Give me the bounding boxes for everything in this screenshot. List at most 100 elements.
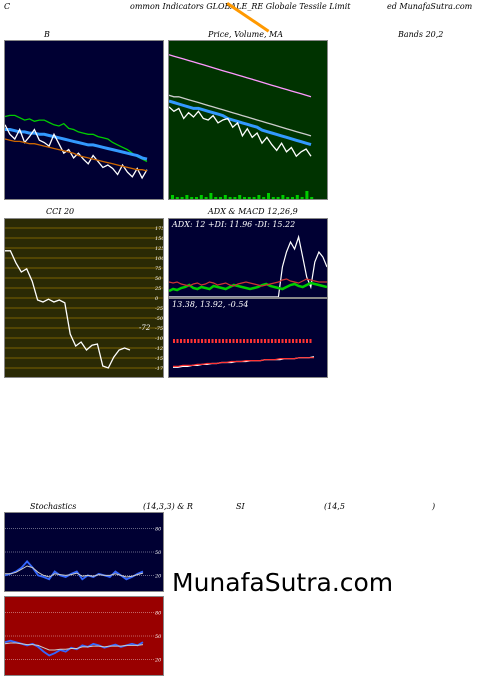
bollinger-chart — [5, 114, 148, 180]
macd-hist-bar — [232, 339, 235, 343]
volume-bar — [257, 195, 261, 199]
cci-tick-label: -50 — [155, 316, 163, 322]
bollinger-series-3 — [5, 138, 148, 172]
volume-bar — [199, 195, 203, 199]
price-series-1 — [169, 94, 312, 137]
volume-bar — [291, 197, 294, 199]
volume-bar — [175, 197, 179, 199]
cci-tick-label: -75 — [155, 326, 163, 332]
cci-tick-label: 50 — [155, 276, 162, 282]
macd-hist-bar — [190, 339, 193, 343]
volume-bar — [300, 197, 304, 199]
cci-tick-label: 75 — [155, 266, 161, 272]
volume-bar — [209, 193, 213, 199]
cci-tick-label: 150 — [155, 236, 163, 242]
volume-bar — [185, 195, 189, 199]
macd-hist-bar — [267, 339, 270, 343]
macd-hist-bar — [295, 339, 298, 343]
volume-bar — [310, 197, 314, 199]
stoch-title: Stochastics — [30, 502, 77, 511]
cci-tick-label: -125 — [155, 346, 163, 352]
rsi-title: SI — [236, 502, 245, 511]
cci-line — [5, 250, 131, 369]
stoch-panel: 80 50 20 — [4, 512, 164, 592]
stoch-tick-label: 50 — [155, 550, 162, 556]
macd-hist-bar — [264, 339, 266, 343]
macd-hist-bar — [250, 339, 252, 343]
volume-bar — [305, 191, 309, 199]
price-series-0 — [169, 54, 312, 98]
macd-hist-bar — [299, 339, 301, 343]
volume-bar — [247, 197, 251, 199]
adx-values: ADX: 12 +DI: 11.96 -DI: 15.22 — [172, 220, 296, 229]
cci-tick-label: 175 — [155, 226, 163, 232]
volume-bar — [223, 195, 227, 199]
macd-hist-bar — [274, 339, 277, 343]
macd-hist-bar — [208, 339, 210, 343]
macd-hist-bar — [218, 339, 221, 343]
volume-bar — [228, 197, 232, 199]
watermark: MunafaSutra.com — [172, 568, 394, 597]
rsi-close: ) — [432, 502, 436, 511]
stoch-chart: 80 50 20 — [5, 527, 162, 581]
macd-values: 13.38, 13.92, -0.54 — [172, 300, 249, 309]
stoch-tick-label: 80 — [155, 527, 162, 533]
volume-bar — [243, 197, 246, 199]
macd-hist-bar — [173, 339, 175, 343]
volume-bar — [281, 195, 285, 199]
volume-bar — [195, 197, 198, 199]
price-series-3 — [169, 106, 312, 158]
adx-series-2 — [169, 278, 327, 287]
volume-bar — [214, 197, 218, 199]
volume-bar — [252, 197, 256, 199]
cci-panel: 175 150 125 100 75 50 25 0 -25 -50 -75 -100 -125 -150… — [4, 218, 164, 378]
volume-bar — [204, 197, 208, 199]
stoch-series-1 — [5, 565, 144, 578]
price-title: Price, Volume, MA — [208, 30, 284, 39]
macd-hist-bar — [243, 339, 245, 343]
rsi-chart: 80 50 20 — [5, 611, 162, 663]
macd-hist-bar — [187, 339, 189, 343]
macd-hist-bar — [201, 339, 203, 343]
adx-panel: ADX: 12 +DI: 11.96 -DI: 15.22 — [168, 218, 328, 298]
macd-hist-bar — [271, 339, 273, 343]
header-title: ommon Indicators GLOBALE_RE Globale Tess… — [130, 2, 351, 11]
macd-hist-bar — [183, 339, 186, 343]
cci-tick-label: 100 — [155, 256, 163, 262]
price-chart — [169, 54, 314, 199]
adx-title: ADX & MACD 12,26,9 — [208, 207, 298, 216]
volume-bar — [190, 197, 194, 199]
macd-hist-bar — [306, 339, 308, 343]
header-right: ed MunafaSutra.com — [387, 2, 473, 11]
bands-title-left: B — [44, 30, 50, 39]
bollinger-series-1 — [5, 128, 148, 161]
rsi-tick-label: 80 — [155, 611, 162, 617]
macd-hist-bar — [253, 339, 256, 343]
volume-bar — [233, 197, 237, 199]
volume-bar — [262, 197, 266, 199]
cci-tick-label: 0 — [155, 296, 159, 302]
macd-hist-bar — [180, 339, 182, 343]
volume-bar — [171, 195, 174, 199]
volume-bar — [267, 193, 270, 199]
cci-tick-label: 25 — [154, 286, 161, 292]
macd-chart — [173, 339, 315, 368]
macd-hist-bar — [302, 339, 305, 343]
stoch-params: (14,3,3) & R — [143, 502, 193, 511]
cci-title: CCI 20 — [46, 207, 75, 216]
rsi-series-1 — [5, 642, 144, 651]
volume-bar — [180, 197, 184, 199]
stoch-series-0 — [5, 560, 144, 581]
macd-hist-bar — [215, 339, 217, 343]
macd-hist-bar — [211, 339, 214, 343]
macd-hist-bar — [292, 339, 294, 343]
macd-hist-bar — [285, 339, 287, 343]
macd-hist-bar — [204, 339, 207, 343]
header-left: C — [4, 2, 11, 11]
bollinger-series-0 — [5, 114, 148, 163]
cci-tick-label: -150 — [155, 356, 163, 362]
volume-bar — [219, 197, 222, 199]
macd-hist-bar — [257, 339, 259, 343]
adx-series-0 — [169, 234, 327, 297]
macd-hist-bar — [246, 339, 249, 343]
